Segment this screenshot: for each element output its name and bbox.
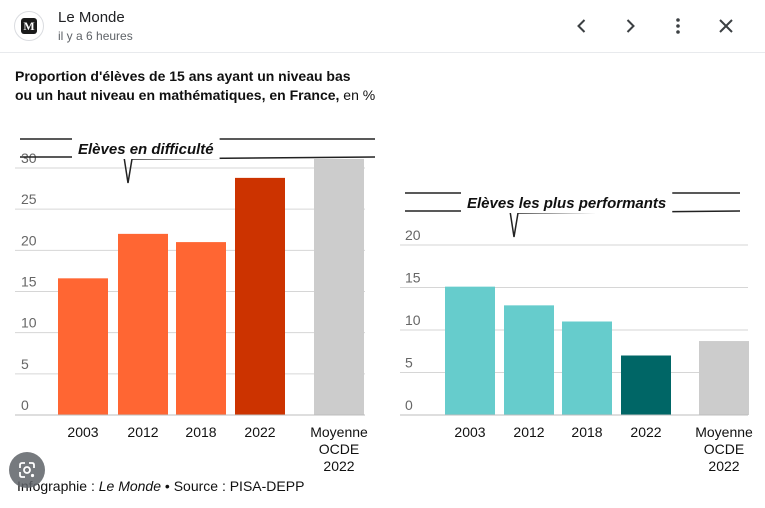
- prev-button[interactable]: [566, 10, 598, 42]
- top-bar: M Le Monde il y a 6 heures: [0, 0, 765, 53]
- chart-low-achievers: 0 5 10 15 20 25 30 2003 2012 2018 2022 Moyenne OCDE 2…: [15, 137, 376, 474]
- bar: [58, 278, 108, 415]
- y-tick-label: 10: [405, 312, 421, 328]
- le-monde-logo[interactable]: M: [14, 11, 44, 41]
- y-tick-label: 0: [405, 397, 413, 413]
- y-tick-label: 10: [21, 315, 37, 331]
- category-label: Moyenne OCDE 2022: [695, 424, 753, 474]
- bar: [504, 305, 554, 415]
- chart-top-performers: 0 5 10 15 20 2003 2012 2018 2022 Moyenne OCDE 2022 E…: [400, 191, 753, 474]
- category-label: 2018: [571, 424, 602, 440]
- y-tick-label: 20: [21, 232, 37, 248]
- bar: [118, 233, 168, 415]
- bar: [445, 286, 495, 415]
- category-label: 2003: [67, 424, 98, 440]
- category-label: 2012: [513, 424, 544, 440]
- y-tick-label: 5: [405, 355, 413, 371]
- y-tick-label: 30: [21, 150, 37, 166]
- category-label: 2018: [185, 424, 216, 440]
- category-label: 2022: [244, 424, 275, 440]
- source-name[interactable]: Le Monde: [58, 9, 125, 26]
- banner-pointer-line: [405, 210, 741, 238]
- charts-svg: 0 5 10 15 20 25 30 2003 2012 2018 2022 Moyenne OCDE 2…: [15, 137, 753, 474]
- bar: [699, 341, 749, 415]
- chart-title-background: [461, 191, 673, 213]
- category-label: Moyenne OCDE 2022: [310, 424, 368, 474]
- category-label: 2003: [454, 424, 485, 440]
- infographic-image[interactable]: Proportion d'élèves de 15 ans ayant un n…: [0, 53, 765, 508]
- bar: [562, 321, 612, 415]
- chart-title: Elèves en difficulté: [78, 141, 214, 158]
- category-label: 2012: [127, 424, 158, 440]
- bar: [176, 242, 226, 415]
- category-label: 2022: [630, 424, 661, 440]
- figure-credit: Infographie : Le Monde • Source : PISA-D…: [17, 478, 304, 494]
- google-lens-icon: [19, 462, 35, 478]
- credit-brand: Le Monde: [98, 478, 162, 494]
- bar: [621, 355, 671, 415]
- chart-title: Elèves les plus performants: [467, 195, 666, 212]
- y-tick-label: 15: [21, 274, 37, 290]
- bar: [314, 158, 364, 415]
- figure-title: Proportion d'élèves de 15 ans ayant un n…: [15, 67, 375, 105]
- logo-letter: M: [21, 18, 37, 34]
- figure-title-unit: en %: [343, 87, 376, 103]
- bar: [235, 177, 285, 415]
- chevron-right-icon: [626, 19, 635, 33]
- figure-title-line1: Proportion d'élèves de 15 ans ayant un n…: [15, 68, 351, 84]
- y-tick-label: 5: [21, 356, 29, 372]
- y-tick-label: 20: [405, 227, 421, 243]
- chart-title-background: [72, 137, 220, 159]
- next-button[interactable]: [614, 10, 646, 42]
- close-icon: [719, 19, 733, 33]
- y-tick-label: 25: [21, 191, 37, 207]
- more-vert-icon: [676, 18, 680, 34]
- figure-title-line2: ou un haut niveau en mathématiques, en F…: [15, 87, 340, 103]
- close-button[interactable]: [710, 10, 742, 42]
- credit-source: • Source : PISA-DEPP: [161, 478, 305, 494]
- y-tick-label: 15: [405, 270, 421, 286]
- more-options-button[interactable]: [662, 10, 694, 42]
- chevron-left-icon: [577, 19, 586, 33]
- y-tick-label: 0: [21, 397, 29, 413]
- source-time: il y a 6 heures: [58, 29, 133, 43]
- google-lens-button[interactable]: [9, 452, 45, 488]
